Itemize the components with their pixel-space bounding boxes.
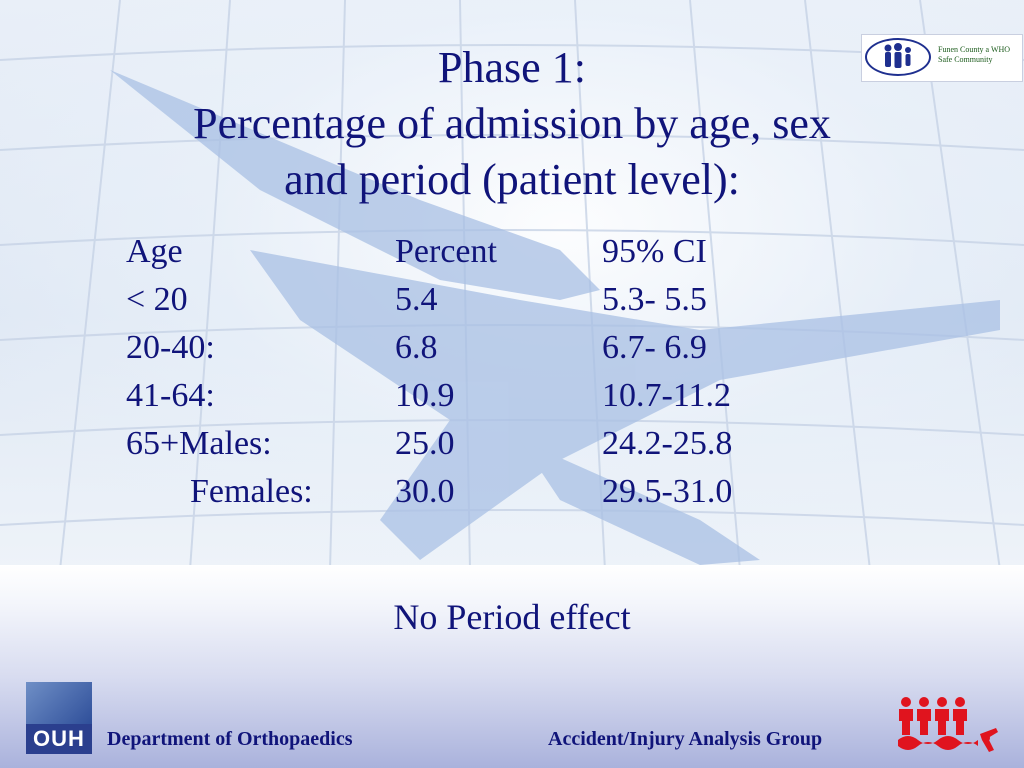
table-row: < 20 5.4 5.3- 5.5: [126, 278, 826, 326]
row-percent: 30.0: [395, 473, 455, 510]
row-ci: 10.7-11.2: [602, 377, 732, 414]
who-logo-text: Funen County a WHO Safe Community: [938, 45, 1011, 64]
admission-table: Age Percent 95% CI < 20 5.4 5.3- 5.5 20-…: [126, 230, 826, 518]
row-age: Females:: [190, 473, 313, 510]
row-percent: 6.8: [395, 329, 438, 366]
header-ci: 95% CI: [602, 233, 707, 270]
table-row: 41-64: 10.9 10.7-11.2: [126, 374, 826, 422]
background-grid-graphic: [0, 0, 1024, 570]
table-row: 20-40: 6.8 6.7- 6.9: [126, 326, 826, 374]
slide-title: Phase 1: Percentage of admission by age,…: [0, 40, 1024, 208]
table-row: Females: 30.0 29.5-31.0: [126, 470, 826, 518]
period-effect-note: No Period effect: [393, 597, 631, 637]
row-percent: 10.9: [395, 377, 455, 414]
table-row: 65+Males: 25.0 24.2-25.8: [126, 422, 826, 470]
ouh-logo-image: [26, 682, 92, 724]
ouh-logo-label: OUH: [26, 724, 92, 754]
row-age: < 20: [126, 281, 188, 318]
bottom-gradient-band: [0, 565, 1024, 768]
family-figures-icon: [884, 43, 911, 68]
row-ci: 29.5-31.0: [602, 473, 733, 510]
row-age: 41-64:: [126, 377, 215, 414]
header-age: Age: [126, 233, 183, 270]
who-logo-ring: [865, 38, 931, 76]
background-airplane-art: [0, 0, 1024, 570]
title-line-3: and period (patient level):: [284, 155, 740, 204]
title-line-1: Phase 1:: [438, 43, 586, 92]
table-header-row: Age Percent 95% CI: [126, 230, 826, 278]
people-chain-icon: [898, 697, 998, 752]
row-percent: 25.0: [395, 425, 455, 462]
row-age: 20-40:: [126, 329, 215, 366]
row-age: 65+Males:: [126, 425, 272, 462]
who-safe-community-logo: Funen County a WHO Safe Community: [861, 34, 1023, 82]
title-line-2: Percentage of admission by age, sex: [193, 99, 831, 148]
row-ci: 6.7- 6.9: [602, 329, 707, 366]
row-percent: 5.4: [395, 281, 438, 318]
footer-group: Accident/Injury Analysis Group: [548, 728, 823, 750]
row-ci: 5.3- 5.5: [602, 281, 707, 318]
header-percent: Percent: [395, 233, 497, 270]
row-ci: 24.2-25.8: [602, 425, 733, 462]
footer-department: Department of Orthopaedics: [107, 728, 353, 750]
ouh-logo: OUH: [26, 682, 92, 754]
